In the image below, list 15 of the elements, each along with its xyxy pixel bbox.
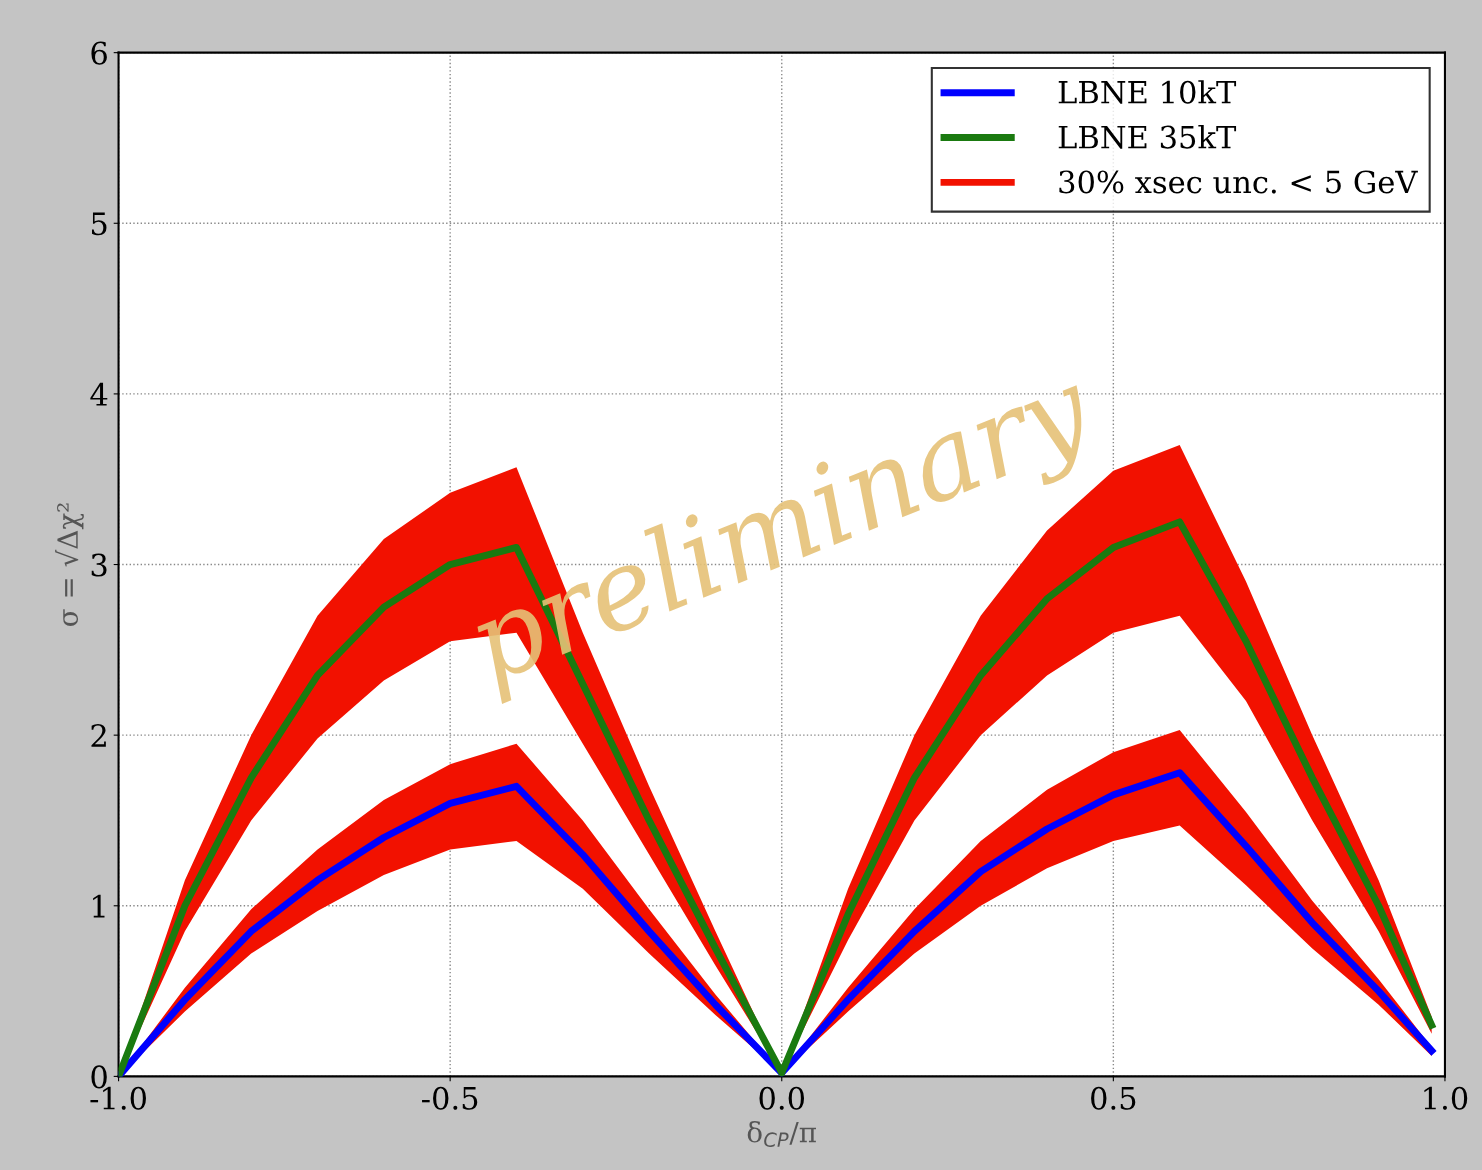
y-tick-label: 1 bbox=[93, 894, 105, 918]
x-tick-label: 1.0 bbox=[1424, 1086, 1468, 1110]
y-tick-label: 2 bbox=[91, 724, 106, 747]
x-tick-label: 0.5 bbox=[1091, 1086, 1136, 1110]
legend-label: LBNE 10kT bbox=[1058, 80, 1237, 104]
y-tick-label: 6 bbox=[91, 41, 107, 65]
x-axis-title: δ$_{CP}$/π bbox=[747, 1120, 816, 1148]
legend-label: LBNE 35kT bbox=[1058, 125, 1237, 149]
y-tick-label: 3 bbox=[91, 553, 107, 577]
y-tick-label: 4 bbox=[90, 382, 108, 406]
x-tick-label: -0.5 bbox=[422, 1086, 478, 1110]
x-tick-label: 0.0 bbox=[759, 1086, 805, 1110]
legend-label: 30% xsec unc. < 5 GeV bbox=[1059, 170, 1418, 194]
y-tick-label: 5 bbox=[91, 212, 107, 236]
y-axis-title: σ = √Δχ² bbox=[55, 503, 84, 626]
